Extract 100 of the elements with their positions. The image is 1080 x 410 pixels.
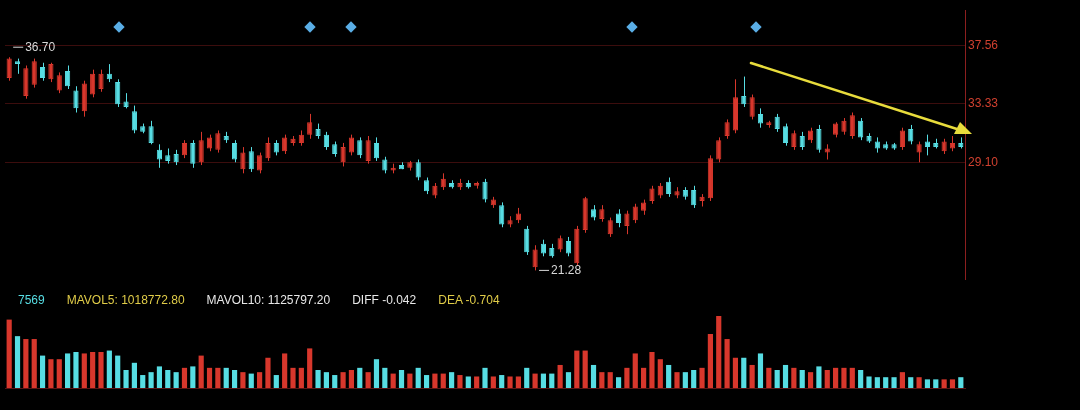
candlestick <box>816 124 822 154</box>
bar <box>148 372 154 388</box>
bar <box>849 367 855 388</box>
bar <box>866 376 872 388</box>
bar <box>257 372 263 388</box>
bar <box>98 352 104 388</box>
bar <box>874 377 880 388</box>
candlestick <box>307 113 313 140</box>
candlestick <box>524 225 530 256</box>
text: MAVOL10: 1125797.20 <box>206 293 331 308</box>
bar <box>615 377 622 388</box>
candlestick <box>624 210 630 235</box>
bar <box>691 370 697 388</box>
candlestick <box>131 105 137 134</box>
bar <box>323 372 329 388</box>
candlestick <box>31 58 37 89</box>
bar <box>248 373 254 388</box>
bar <box>6 319 12 388</box>
bar <box>432 373 438 388</box>
candlestick <box>858 117 864 141</box>
bar <box>749 364 755 388</box>
text: DEA -0.704 <box>438 293 500 308</box>
bar <box>165 370 171 388</box>
bar <box>949 379 956 388</box>
y-tick-label: 33.33 <box>968 96 999 111</box>
candlestick <box>65 65 71 90</box>
candlestick <box>791 129 797 151</box>
bar <box>398 370 405 388</box>
bar <box>474 376 480 388</box>
candlestick <box>248 146 254 173</box>
bar <box>190 366 196 388</box>
bar <box>273 375 279 388</box>
y-tick-label: 29.10 <box>968 154 999 169</box>
candlestick <box>6 56 12 82</box>
candlestick <box>782 123 789 147</box>
y-tick-label: 37.56 <box>968 37 999 52</box>
candlestick <box>90 69 96 98</box>
bar <box>198 355 204 388</box>
bar <box>106 350 112 388</box>
bar <box>449 372 455 388</box>
bar <box>782 364 789 388</box>
candlestick <box>724 118 730 140</box>
bar <box>899 372 905 388</box>
bar <box>206 367 213 388</box>
bar <box>282 353 288 388</box>
candlestick <box>231 139 238 163</box>
bar <box>390 373 396 388</box>
bar <box>365 372 371 388</box>
bar <box>891 377 897 388</box>
bar <box>816 366 822 388</box>
bar <box>607 372 613 388</box>
text: MAVOL5: 1018772.80 <box>66 293 185 308</box>
bar <box>799 370 805 388</box>
bar <box>908 377 914 388</box>
candlestick <box>691 185 697 209</box>
candlestick <box>749 94 755 120</box>
bar <box>14 336 21 388</box>
bar <box>565 372 572 388</box>
bar <box>916 377 922 388</box>
bar <box>540 373 547 388</box>
candlestick <box>48 62 54 83</box>
candlestick <box>198 131 204 166</box>
candlestick <box>265 136 271 162</box>
bar <box>123 370 129 388</box>
bar <box>482 367 488 388</box>
bar <box>231 370 238 388</box>
bar <box>423 375 430 388</box>
bar <box>173 372 179 388</box>
bar <box>674 372 680 388</box>
bar <box>841 367 847 388</box>
bar <box>81 353 87 388</box>
bar <box>382 367 388 388</box>
bar <box>682 372 688 388</box>
bar <box>298 367 304 388</box>
candlestick <box>741 76 747 108</box>
bar <box>457 375 463 388</box>
candlestick <box>716 136 722 163</box>
bar <box>632 353 638 388</box>
annotation: 36.70 <box>25 39 56 54</box>
bar <box>958 377 964 388</box>
bar <box>507 376 513 388</box>
bar <box>499 375 505 388</box>
bar <box>557 364 563 388</box>
bar <box>624 367 630 388</box>
candlestick <box>849 112 855 140</box>
bar <box>373 359 380 388</box>
bar <box>858 370 864 388</box>
candlestick <box>565 236 572 257</box>
candlestick <box>415 159 421 181</box>
candlestick <box>340 142 346 167</box>
candlestick <box>532 244 538 271</box>
bar <box>649 352 655 388</box>
bar <box>56 359 62 388</box>
bar <box>716 316 722 388</box>
bar <box>490 376 496 388</box>
bar <box>833 367 839 388</box>
bar <box>791 367 797 388</box>
candlestick <box>499 201 505 228</box>
bar <box>90 352 96 388</box>
bar <box>515 376 521 388</box>
